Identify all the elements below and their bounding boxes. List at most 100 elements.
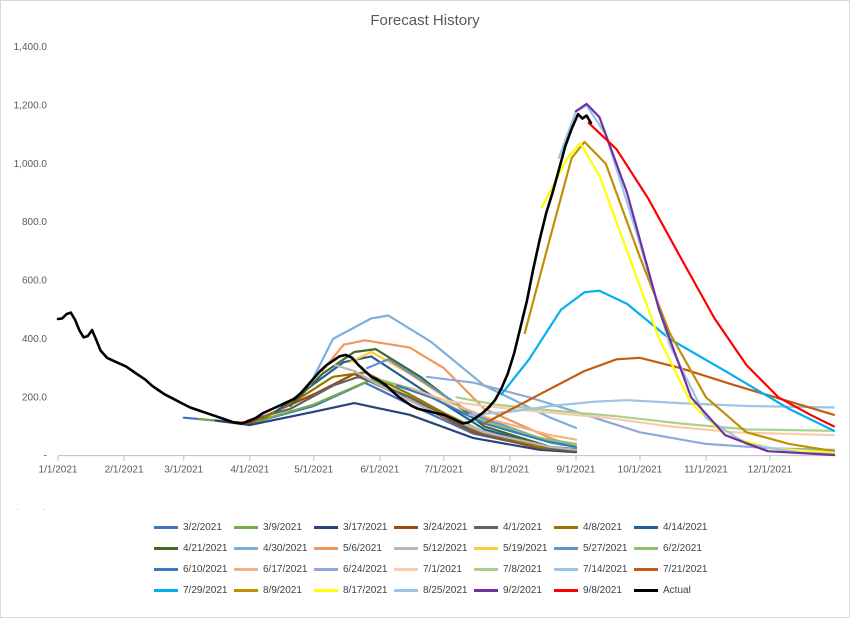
x-tick-label: 7/1/2021 [424,465,463,476]
chart-title: Forecast History [370,12,480,29]
legend-item: 9/2/2021 [474,585,542,596]
legend-label: 6/10/2021 [183,564,228,575]
legend-swatch [634,568,658,571]
legend-swatch [474,547,498,550]
x-tick-label: 2/1/2021 [105,465,144,476]
y-tick-label: 200.0 [22,392,47,403]
legend-label: 6/2/2021 [663,543,702,554]
legend-item: 7/14/2021 [554,564,628,575]
series-line-20 [483,356,836,425]
y-tick-label: 1,000.0 [14,159,48,170]
legend-swatch [634,547,658,550]
legend-label: 4/1/2021 [503,522,542,533]
legend-item: 5/6/2021 [314,543,382,554]
legend-swatch [154,526,178,529]
legend-label: 7/1/2021 [423,564,462,575]
y-tick-label: 400.0 [22,334,47,345]
legend-swatch [394,526,418,529]
legend-label: 8/9/2021 [263,585,302,596]
legend-label: Actual [663,585,691,596]
legend-item: 7/21/2021 [634,564,708,575]
legend-label: 3/17/2021 [343,522,388,533]
y-tick-label: 1,400.0 [14,42,48,53]
legend-swatch [234,589,258,592]
legend-item: 9/8/2021 [554,585,622,596]
line-chart: (200.0) - 200.0 400.0 600.0 800.0 1,000.0 1,200… [14,42,836,510]
legend-swatch [634,526,658,529]
x-tick-label: 6/1/2021 [360,465,399,476]
legend-item: 8/25/2021 [394,585,468,596]
series-line-2 [214,402,578,454]
legend-item: 3/17/2021 [314,522,388,533]
series-line-19 [468,399,836,416]
legend-item: 5/27/2021 [554,543,628,554]
legend-label: 6/17/2021 [263,564,308,575]
legend-label: 5/19/2021 [503,543,548,554]
legend-item: 4/8/2021 [554,522,622,533]
legend-swatch [234,547,258,550]
series-line-26 [587,121,836,428]
y-tick-label: 800.0 [22,217,47,228]
x-tick-label: 11/1/2021 [684,465,728,476]
legend-label: 5/27/2021 [583,543,628,554]
legend-swatch [474,589,498,592]
legend-swatch [554,547,578,550]
y-tick-label: 600.0 [22,276,47,287]
legend-swatch [314,568,338,571]
legend-swatch [314,547,338,550]
legend-label: 7/29/2021 [183,585,228,596]
legend-label: 6/24/2021 [343,564,388,575]
x-tick-label: 10/1/2021 [618,465,663,476]
legend-item: 7/1/2021 [394,564,462,575]
legend-label: 5/6/2021 [343,543,382,554]
legend-swatch [234,526,258,529]
legend-label: 5/12/2021 [423,543,468,554]
x-tick-label: 12/1/2021 [748,465,793,476]
legend-swatch [234,568,258,571]
legend-label: 7/8/2021 [503,564,542,575]
legend-label: 9/8/2021 [583,585,622,596]
series-line-18 [455,396,836,432]
legend-swatch [154,589,178,592]
series-line-22 [523,140,836,453]
legend-swatch [154,568,178,571]
y-tick-label: - [44,451,47,462]
x-tick-label: 3/1/2021 [164,465,203,476]
legend-label: 7/14/2021 [583,564,628,575]
legend-item: 3/2/2021 [154,522,222,533]
legend-item: 4/21/2021 [154,543,228,554]
legend-item: 5/12/2021 [394,543,468,554]
legend-item: 8/17/2021 [314,585,388,596]
legend-item: 4/1/2021 [474,522,542,533]
legend-swatch [394,568,418,571]
legend-swatch [474,568,498,571]
legend-item: 6/17/2021 [234,564,308,575]
legend-item: 5/19/2021 [474,543,548,554]
legend-item: Actual [634,585,691,596]
legend-item: 3/24/2021 [394,522,468,533]
y-tick-label: 1,200.0 [14,100,48,111]
legend-item: 7/8/2021 [474,564,542,575]
x-tick-label: 5/1/2021 [294,465,333,476]
series-line-27 [56,112,593,425]
legend-label: 8/17/2021 [343,585,388,596]
legend-label: 7/21/2021 [663,564,708,575]
legend-swatch [394,589,418,592]
legend-item: 4/14/2021 [634,522,708,533]
legend-label: 4/8/2021 [583,522,622,533]
x-tick-label: 1/1/2021 [39,465,78,476]
legend-label: 4/21/2021 [183,543,228,554]
x-tick-label: 8/1/2021 [490,465,529,476]
series-line-21 [500,289,836,432]
series-lines [56,102,836,457]
series-line-5 [261,371,578,451]
legend-label: 8/25/2021 [423,585,468,596]
legend-label: 4/30/2021 [263,543,308,554]
series-line-10 [334,364,578,451]
legend-item: 6/2/2021 [634,543,702,554]
legend-item: 6/24/2021 [314,564,388,575]
legend-swatch [154,547,178,550]
legend-label: 3/2/2021 [183,522,222,533]
axes-group: (200.0) - 200.0 400.0 600.0 800.0 1,000.0 1,200… [14,42,836,510]
legend-item: 8/9/2021 [234,585,302,596]
